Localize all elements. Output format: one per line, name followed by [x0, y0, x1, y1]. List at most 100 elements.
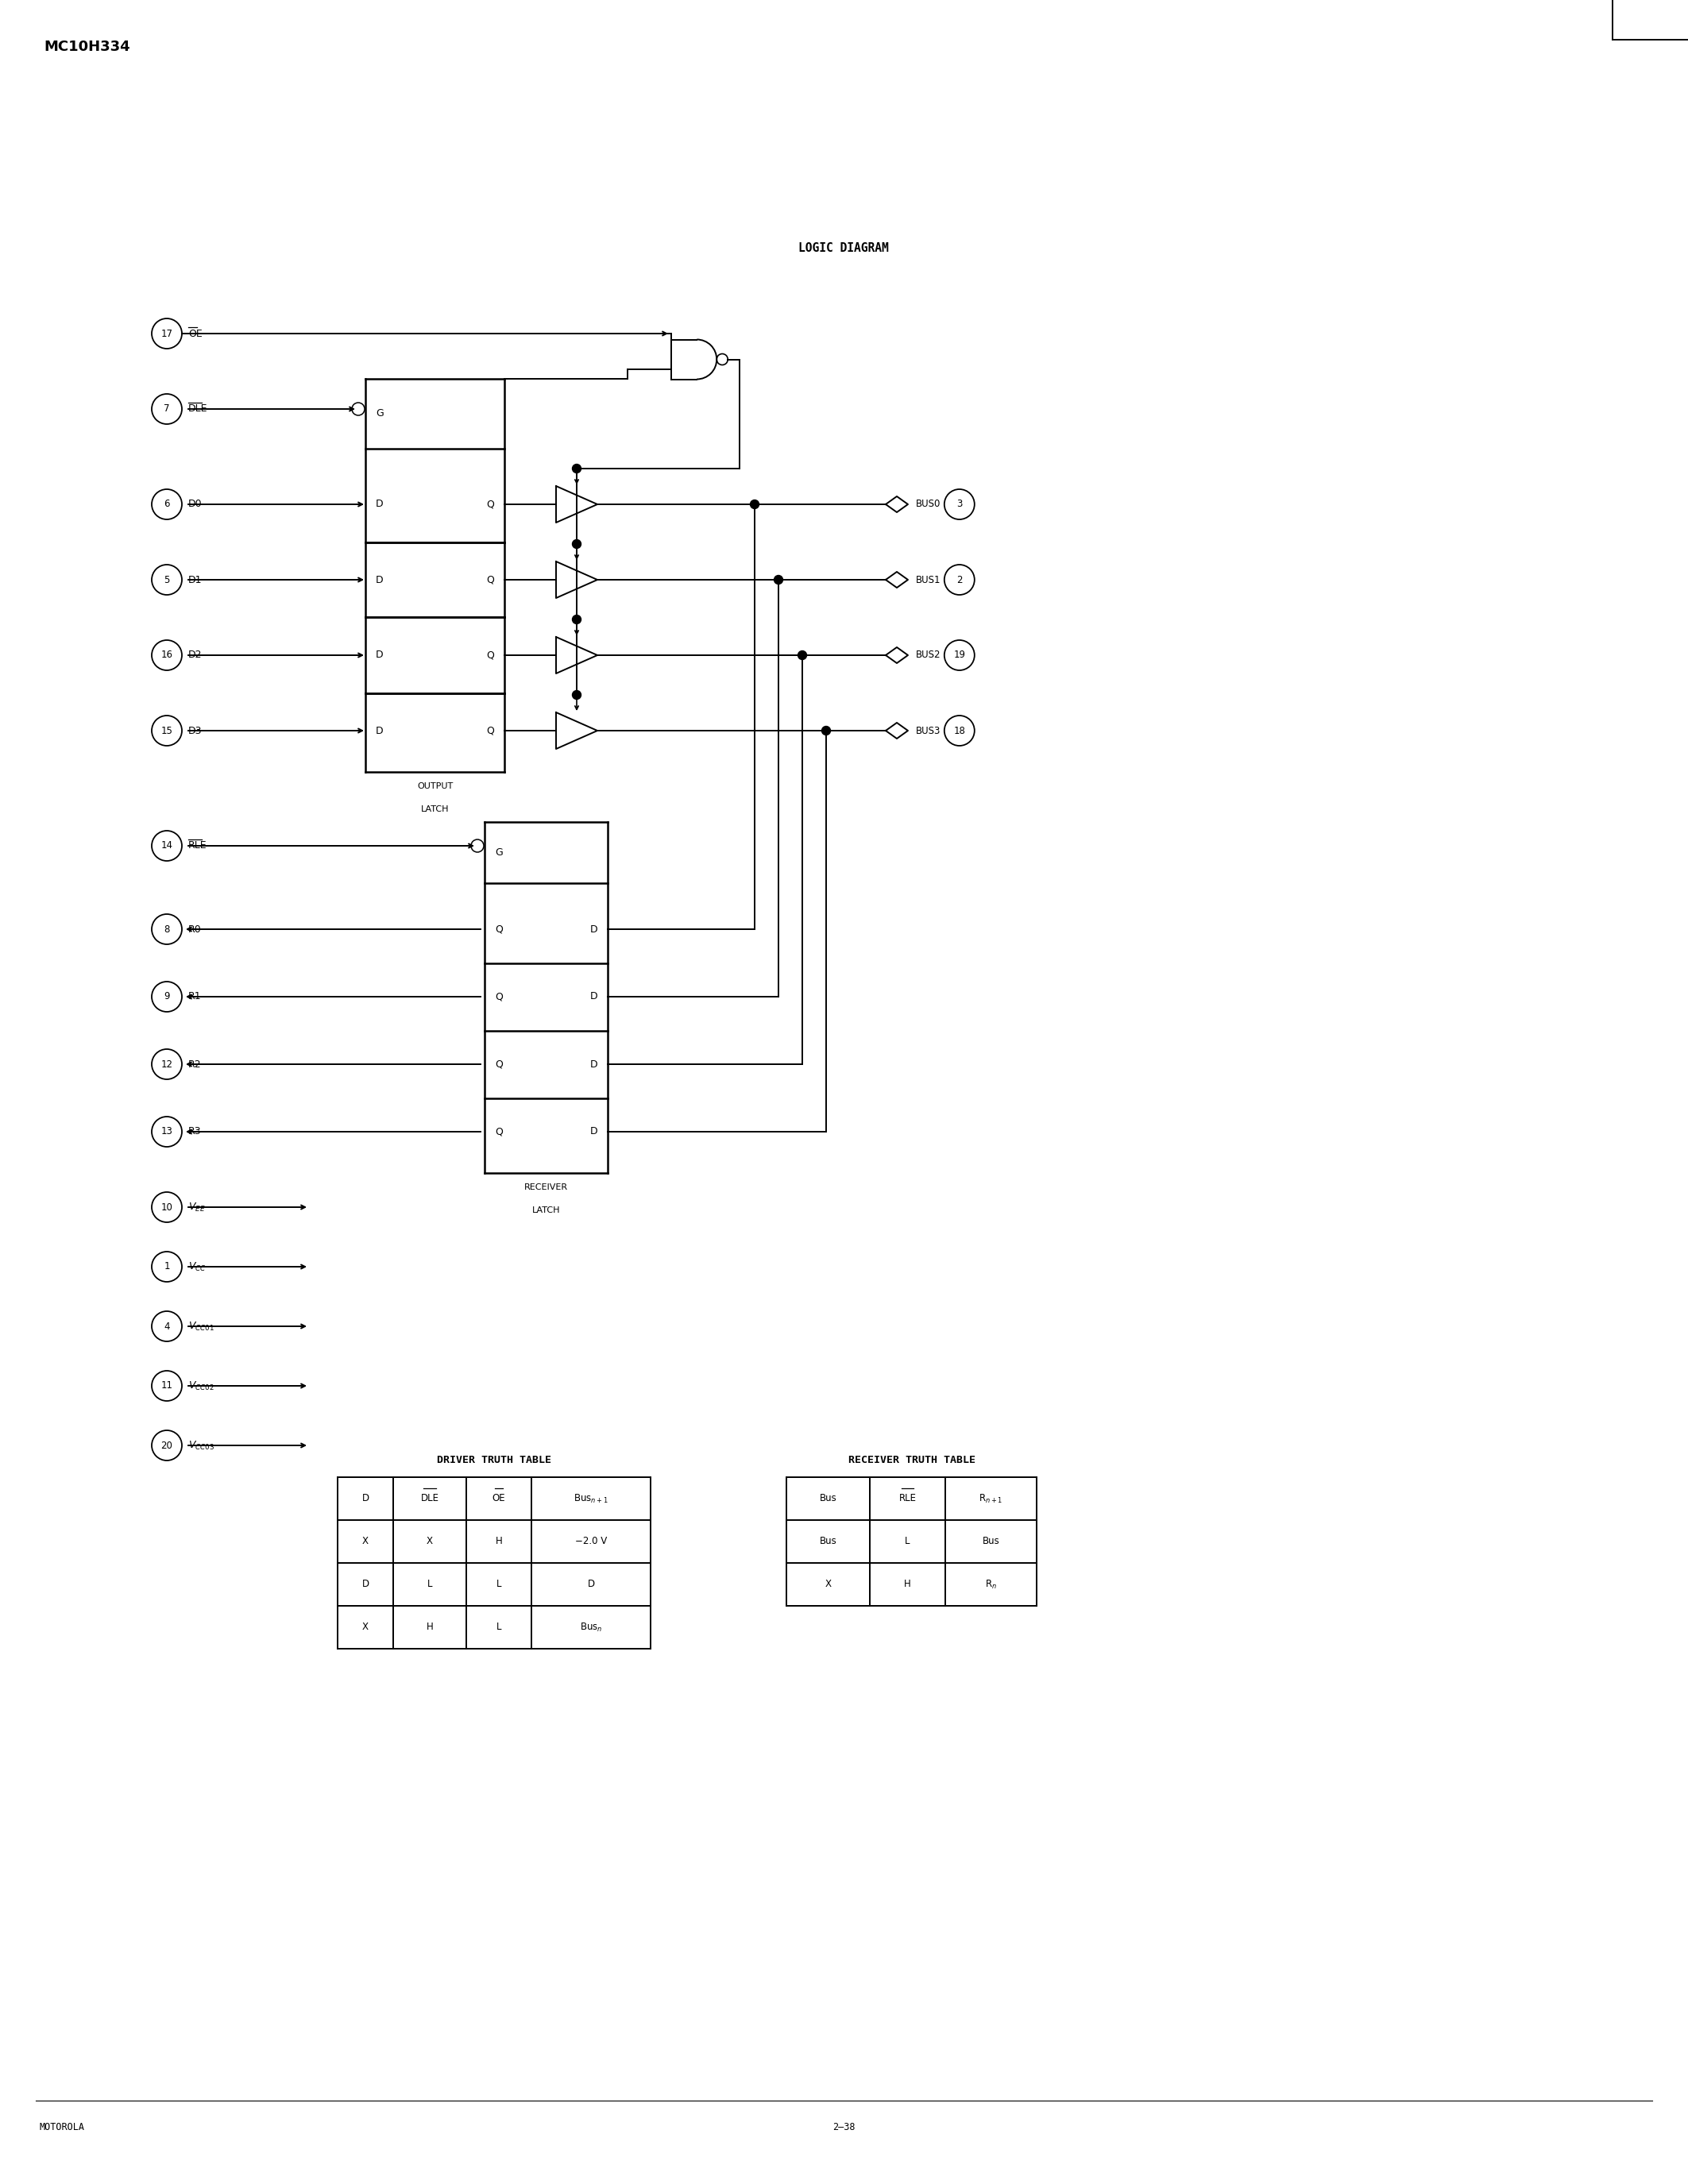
Text: $V_{EE}$: $V_{EE}$	[189, 1201, 206, 1212]
Circle shape	[572, 539, 581, 548]
Text: D: D	[361, 1494, 370, 1505]
Text: RLE: RLE	[898, 1494, 917, 1505]
Text: R$_n$: R$_n$	[986, 1579, 998, 1590]
Text: Bus: Bus	[819, 1535, 837, 1546]
Text: OUTPUT: OUTPUT	[417, 782, 452, 791]
Text: Q: Q	[495, 1059, 503, 1070]
Text: R2: R2	[189, 1059, 201, 1070]
Text: $V_{CC03}$: $V_{CC03}$	[189, 1439, 214, 1452]
Text: D: D	[589, 924, 598, 935]
Text: X: X	[427, 1535, 432, 1546]
Text: D: D	[376, 574, 383, 585]
Text: D: D	[589, 1059, 598, 1070]
Text: 2–38: 2–38	[832, 2123, 854, 2132]
Text: BUS2: BUS2	[917, 651, 940, 660]
Text: MOTOROLA: MOTOROLA	[41, 2123, 84, 2132]
Text: 20: 20	[160, 1439, 172, 1450]
Text: Q: Q	[495, 1127, 503, 1138]
Text: H: H	[427, 1623, 434, 1631]
Text: D1: D1	[189, 574, 203, 585]
Text: $V_{CC02}$: $V_{CC02}$	[189, 1380, 214, 1391]
Text: G: G	[376, 408, 383, 419]
Text: Q: Q	[495, 924, 503, 935]
Text: D3: D3	[189, 725, 203, 736]
Text: R0: R0	[189, 924, 201, 935]
Text: BUS0: BUS0	[917, 500, 940, 509]
Text: OE: OE	[189, 328, 203, 339]
Text: Bus: Bus	[819, 1494, 837, 1505]
Text: OE: OE	[493, 1494, 505, 1505]
Text: R1: R1	[189, 992, 201, 1002]
Text: 8: 8	[164, 924, 170, 935]
Text: −2.0 V: −2.0 V	[576, 1535, 608, 1546]
Text: MC10H334: MC10H334	[44, 39, 130, 55]
Text: L: L	[427, 1579, 432, 1590]
Text: 3: 3	[957, 500, 962, 509]
Text: X: X	[363, 1535, 368, 1546]
Text: 4: 4	[164, 1321, 170, 1332]
Text: D: D	[587, 1579, 594, 1590]
Text: 10: 10	[160, 1201, 172, 1212]
Text: 6: 6	[164, 500, 170, 509]
Text: 2: 2	[957, 574, 962, 585]
Text: Q: Q	[486, 574, 495, 585]
Text: Q: Q	[486, 500, 495, 509]
Text: R$_{n+1}$: R$_{n+1}$	[979, 1492, 1003, 1505]
Circle shape	[798, 651, 807, 660]
Text: 14: 14	[160, 841, 172, 852]
Text: LATCH: LATCH	[420, 806, 449, 812]
Text: Q: Q	[486, 651, 495, 660]
Text: 11: 11	[160, 1380, 172, 1391]
Text: D: D	[589, 1127, 598, 1138]
Text: BUS3: BUS3	[917, 725, 940, 736]
Circle shape	[775, 574, 783, 583]
Text: Bus: Bus	[982, 1535, 999, 1546]
Text: BUS1: BUS1	[917, 574, 940, 585]
Text: DLE: DLE	[420, 1494, 439, 1505]
Text: $V_{CC01}$: $V_{CC01}$	[189, 1321, 214, 1332]
Text: 13: 13	[160, 1127, 172, 1138]
Text: 12: 12	[160, 1059, 172, 1070]
Text: RLE: RLE	[189, 841, 208, 852]
Text: 19: 19	[954, 651, 966, 660]
Text: DLE: DLE	[189, 404, 208, 415]
Text: H: H	[905, 1579, 912, 1590]
Text: D: D	[376, 651, 383, 660]
Text: Bus$_n$: Bus$_n$	[579, 1621, 603, 1634]
Text: D: D	[376, 725, 383, 736]
Text: L: L	[496, 1623, 501, 1631]
Text: LATCH: LATCH	[532, 1206, 560, 1214]
Text: 7: 7	[164, 404, 170, 415]
Text: 16: 16	[160, 651, 172, 660]
Text: RECEIVER: RECEIVER	[525, 1184, 567, 1190]
Text: D2: D2	[189, 651, 203, 660]
Circle shape	[822, 727, 830, 736]
Text: 5: 5	[164, 574, 170, 585]
Text: Q: Q	[486, 725, 495, 736]
Text: 17: 17	[160, 328, 172, 339]
Text: H: H	[495, 1535, 503, 1546]
Text: D: D	[361, 1579, 370, 1590]
Text: Bus$_{n+1}$: Bus$_{n+1}$	[574, 1492, 608, 1505]
Text: RECEIVER TRUTH TABLE: RECEIVER TRUTH TABLE	[847, 1455, 976, 1465]
Text: G: G	[495, 847, 503, 858]
Text: R3: R3	[189, 1127, 201, 1138]
Text: 9: 9	[164, 992, 170, 1002]
Text: 18: 18	[954, 725, 966, 736]
Text: D: D	[589, 992, 598, 1002]
Text: $V_{CC}$: $V_{CC}$	[189, 1260, 206, 1273]
Text: LOGIC DIAGRAM: LOGIC DIAGRAM	[798, 242, 890, 253]
Text: D0: D0	[189, 500, 203, 509]
Text: 1: 1	[164, 1262, 170, 1271]
Text: L: L	[905, 1535, 910, 1546]
Text: X: X	[825, 1579, 830, 1590]
Circle shape	[572, 465, 581, 474]
Circle shape	[572, 616, 581, 625]
Text: 15: 15	[160, 725, 172, 736]
Circle shape	[572, 690, 581, 699]
Circle shape	[749, 500, 760, 509]
Text: L: L	[496, 1579, 501, 1590]
Text: X: X	[363, 1623, 368, 1631]
Text: D: D	[376, 500, 383, 509]
Text: Q: Q	[495, 992, 503, 1002]
